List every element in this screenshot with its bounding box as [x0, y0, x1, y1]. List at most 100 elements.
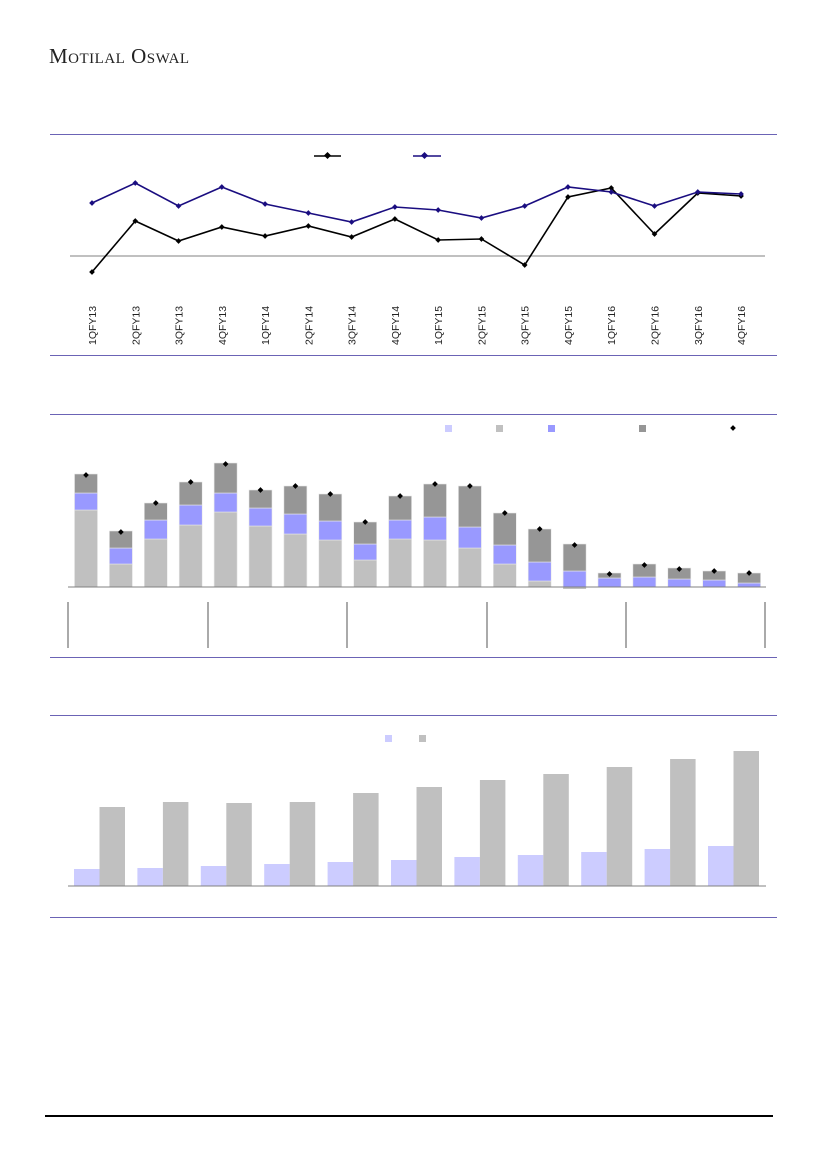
- bar-segment-1: [527, 561, 552, 582]
- bar-segment-0: [74, 509, 98, 588]
- total-marker: [676, 566, 683, 572]
- bar-segment-0: [563, 587, 587, 589]
- legend-swatch: [385, 735, 392, 742]
- data-point: [132, 180, 139, 186]
- total-marker: [501, 510, 508, 516]
- bar-segment-1: [144, 519, 168, 540]
- section-rule: [50, 715, 777, 716]
- data-point: [392, 204, 398, 210]
- data-point: [521, 262, 528, 268]
- section-rule: [50, 134, 777, 135]
- bar-segment-1: [109, 547, 133, 565]
- total-marker: [83, 472, 89, 478]
- legend: [445, 425, 736, 432]
- total-marker: [571, 542, 578, 548]
- total-marker: [118, 529, 124, 535]
- data-point: [305, 223, 312, 229]
- bar-segment-0: [492, 563, 517, 588]
- bar-0: [327, 862, 354, 886]
- data-point: [435, 207, 441, 213]
- data-point: [478, 215, 485, 221]
- bar-1: [289, 802, 316, 886]
- data-point: [478, 236, 485, 242]
- data-point: [262, 233, 268, 239]
- bar-1: [162, 802, 189, 886]
- bar-0: [200, 866, 227, 886]
- data-point: [651, 231, 658, 237]
- total-marker: [746, 570, 752, 576]
- bar-segment-1: [248, 507, 273, 527]
- x-tick-label: 3QFY14: [347, 306, 359, 345]
- bar-segment-2: [458, 485, 482, 528]
- bar-1: [479, 780, 506, 886]
- legend-swatch: [496, 425, 503, 432]
- x-tick-label: 2QFY13: [130, 306, 142, 345]
- total-marker: [536, 526, 543, 532]
- data-point: [608, 189, 615, 195]
- section-rule: [50, 355, 777, 356]
- bar-segment-0: [248, 525, 273, 588]
- total-marker: [606, 571, 613, 577]
- footer-rule: [45, 1115, 773, 1117]
- x-tick-label: 3QFY16: [693, 306, 705, 345]
- x-tick-label: 4QFY13: [217, 306, 229, 345]
- total-marker: [362, 519, 369, 525]
- bar-segment-1: [737, 582, 761, 588]
- data-point: [521, 203, 528, 209]
- bar-segment-1: [458, 526, 482, 549]
- line-chart: 1QFY13 2QFY13 3QFY13 4QFY13 1QFY14 2QFY14 3QFY…: [70, 151, 765, 345]
- bar-segment-1: [74, 492, 98, 511]
- bar-segment-1: [492, 544, 517, 565]
- legend: [314, 151, 441, 160]
- legend: [385, 735, 426, 742]
- bar-0: [74, 869, 100, 886]
- bar-0: [264, 864, 290, 886]
- data-point: [218, 184, 225, 190]
- data-point: [565, 184, 571, 190]
- total-marker: [432, 481, 438, 487]
- bar-1: [353, 793, 379, 886]
- x-tick-label: 1QFY16: [606, 306, 618, 345]
- data-point: [348, 234, 355, 240]
- bar-segment-0: [388, 538, 412, 588]
- legend-marker: [730, 425, 736, 431]
- total-marker: [467, 483, 473, 489]
- x-tick-label: 3QFY13: [174, 306, 186, 345]
- bar-0: [644, 849, 671, 886]
- x-tick-label: 2QFY16: [650, 306, 662, 345]
- series-line-0: [91, 187, 742, 273]
- data-point: [262, 201, 268, 207]
- bar-1: [543, 774, 569, 886]
- bar-segment-2: [492, 512, 517, 546]
- bar-segment-1: [423, 516, 447, 541]
- bar-segment-0: [423, 539, 447, 588]
- data-point: [651, 203, 658, 209]
- legend-swatch: [445, 425, 452, 432]
- bar-segment-1: [597, 577, 622, 588]
- x-tick-label: 2QFY14: [303, 306, 315, 345]
- bar-segment-2: [283, 485, 308, 515]
- bar-segment-0: [318, 539, 343, 588]
- bar-segment-2: [562, 543, 587, 572]
- grouped-bar-chart: [68, 735, 766, 887]
- total-marker: [292, 483, 299, 489]
- bar-segment-0: [144, 538, 168, 588]
- legend-swatch: [419, 735, 426, 742]
- data-point: [738, 191, 744, 197]
- bar-segment-2: [388, 495, 412, 521]
- bar-segment-1: [318, 520, 343, 541]
- bar-segment-0: [178, 524, 203, 588]
- bar-segment-0: [458, 547, 482, 588]
- total-marker: [152, 500, 159, 506]
- bar-1: [733, 751, 759, 886]
- bar-segment-1: [213, 492, 238, 513]
- section-rule: [50, 657, 777, 658]
- section-rule: [50, 414, 777, 415]
- period-table: [67, 602, 766, 648]
- bar-segment-0: [527, 580, 552, 588]
- legend-marker-black: [323, 151, 332, 160]
- x-tick-label: 4QFY14: [390, 306, 402, 345]
- bar-segment-2: [178, 481, 203, 506]
- bar-1: [606, 767, 633, 886]
- section-rule: [50, 917, 777, 918]
